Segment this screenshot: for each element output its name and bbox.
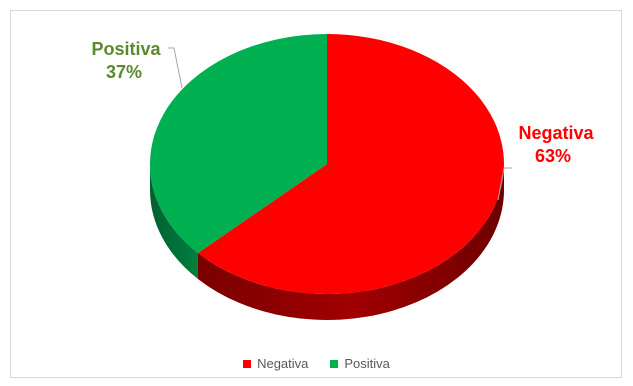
pie-side-positiva-0 (150, 164, 198, 279)
leader-line-negativa (497, 167, 512, 201)
legend-item-negativa[interactable]: Negativa (243, 356, 308, 371)
data-label-positiva-name: Positiva (91, 39, 161, 59)
pie-labels-group: Positiva 37% Negativa 63% (91, 39, 594, 201)
legend: Negativa Positiva (0, 356, 633, 371)
pie-slice-negativa[interactable] (197, 34, 505, 294)
legend-swatch-positiva (330, 359, 339, 368)
legend-label-positiva: Positiva (344, 356, 390, 371)
legend-swatch-negativa (243, 359, 252, 368)
pie-side-negativa-0 (197, 164, 505, 320)
pie-depth-group (150, 164, 505, 320)
leader-line-positiva (168, 47, 183, 89)
data-label-negativa-value: 63% (535, 146, 571, 166)
pie-top-group (149, 34, 505, 294)
data-label-positiva-value: 37% (106, 62, 142, 82)
legend-item-positiva[interactable]: Positiva (330, 356, 390, 371)
legend-label-negativa: Negativa (257, 356, 309, 371)
pie-slice-positiva[interactable] (149, 34, 327, 253)
data-label-negativa-name: Negativa (518, 123, 594, 143)
